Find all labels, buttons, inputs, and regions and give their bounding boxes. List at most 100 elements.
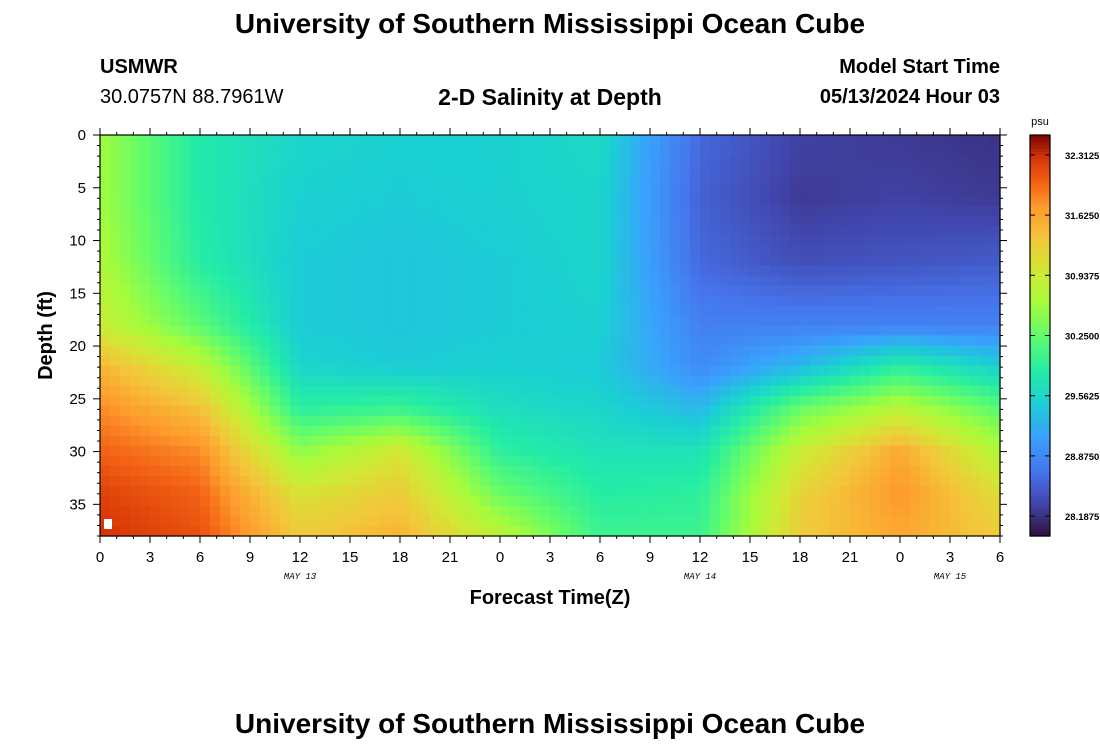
heatmap-cell <box>460 435 471 447</box>
heatmap-cell <box>430 495 441 507</box>
heatmap-cell <box>740 335 751 347</box>
heatmap-cell <box>870 385 881 397</box>
heatmap-cell <box>390 335 401 347</box>
heatmap-cell <box>260 335 271 347</box>
colorbar-segment <box>1030 439 1050 444</box>
heatmap-cell <box>100 275 111 286</box>
heatmap-cell <box>150 235 161 246</box>
heatmap-cell <box>250 515 261 527</box>
heatmap-cell <box>730 245 741 256</box>
heatmap-cell <box>520 485 531 497</box>
heatmap-cell <box>660 315 671 327</box>
heatmap-cell <box>530 495 541 507</box>
heatmap-cell <box>670 375 681 387</box>
heatmap-cell <box>690 285 701 296</box>
heatmap-cell <box>380 515 391 527</box>
heatmap-cell <box>790 205 801 216</box>
heatmap-cell <box>270 205 281 216</box>
heatmap-cell <box>140 425 151 437</box>
heatmap-cell <box>340 275 351 286</box>
heatmap-cell <box>130 235 141 246</box>
heatmap-cell <box>190 335 201 347</box>
heatmap-cell <box>460 315 471 327</box>
heatmap-cell <box>170 395 181 407</box>
heatmap-cell <box>960 365 971 377</box>
heatmap-cell <box>620 425 631 437</box>
heatmap-cell <box>410 365 421 377</box>
heatmap-cell <box>580 425 591 437</box>
heatmap-cell <box>290 165 301 176</box>
heatmap-cell <box>390 195 401 206</box>
heatmap-cell <box>550 405 561 417</box>
heatmap-cell <box>620 485 631 497</box>
heatmap-cell <box>540 175 551 186</box>
heatmap-cell <box>830 455 841 467</box>
heatmap-cell <box>150 265 161 276</box>
heatmap-cell <box>750 485 761 497</box>
heatmap-cell <box>240 525 251 537</box>
heatmap-cell <box>220 265 231 276</box>
heatmap-cell <box>160 245 171 256</box>
heatmap-cell <box>910 385 921 397</box>
heatmap-cell <box>220 405 231 417</box>
heatmap-cell <box>710 365 721 377</box>
heatmap-cell <box>570 425 581 437</box>
heatmap-cell <box>570 295 581 307</box>
heatmap-cell <box>900 345 911 357</box>
heatmap-cell <box>490 155 501 166</box>
heatmap-cell <box>460 275 471 286</box>
heatmap-cell <box>290 475 301 487</box>
heatmap-cell <box>420 335 431 347</box>
heatmap-cell <box>830 375 841 387</box>
heatmap-cell <box>870 215 881 226</box>
heatmap-cell <box>810 525 821 537</box>
heatmap-cell <box>770 375 781 387</box>
heatmap-cell <box>350 175 361 186</box>
heatmap-cell <box>570 365 581 377</box>
heatmap-cell <box>150 525 161 537</box>
heatmap-cell <box>200 355 211 367</box>
heatmap-cell <box>880 385 891 397</box>
heatmap-cell <box>730 345 741 357</box>
heatmap-cell <box>160 135 171 146</box>
heatmap-cell <box>290 195 301 206</box>
heatmap-cell <box>880 515 891 527</box>
heatmap-cell <box>660 255 671 266</box>
heatmap-cell <box>880 135 891 146</box>
heatmap-cell <box>450 315 461 327</box>
heatmap-cell <box>600 175 611 186</box>
heatmap-cell <box>390 215 401 226</box>
heatmap-cell <box>990 415 1001 427</box>
heatmap-cell <box>300 235 311 246</box>
heatmap-cell <box>670 225 681 236</box>
heatmap-cell <box>570 405 581 417</box>
colorbar-segment <box>1030 335 1050 340</box>
heatmap-cell <box>210 285 221 296</box>
heatmap-cell <box>360 185 371 196</box>
heatmap-cell <box>410 525 421 537</box>
heatmap-cell <box>870 265 881 276</box>
heatmap-cell <box>710 185 721 196</box>
heatmap-cell <box>440 315 451 327</box>
heatmap-cell <box>130 525 141 537</box>
heatmap-cell <box>570 215 581 226</box>
colorbar-segment <box>1030 188 1050 193</box>
heatmap-cell <box>670 475 681 487</box>
heatmap-cell <box>380 205 391 216</box>
x-axis-label: Forecast Time(Z) <box>470 587 631 609</box>
heatmap-cell <box>140 435 151 447</box>
heatmap-cell <box>760 215 771 226</box>
heatmap-cell <box>420 305 431 317</box>
heatmap-cell <box>460 255 471 266</box>
heatmap-cell <box>990 135 1001 146</box>
heatmap-cell <box>590 265 601 276</box>
heatmap-cell <box>920 165 931 176</box>
heatmap-cell <box>560 355 571 367</box>
heatmap-cell <box>420 365 431 377</box>
heatmap-cell <box>880 295 891 307</box>
heatmap-cell <box>810 215 821 226</box>
heatmap-cell <box>700 395 711 407</box>
heatmap-cell <box>120 455 131 467</box>
heatmap-cell <box>340 265 351 276</box>
heatmap-cell <box>930 185 941 196</box>
